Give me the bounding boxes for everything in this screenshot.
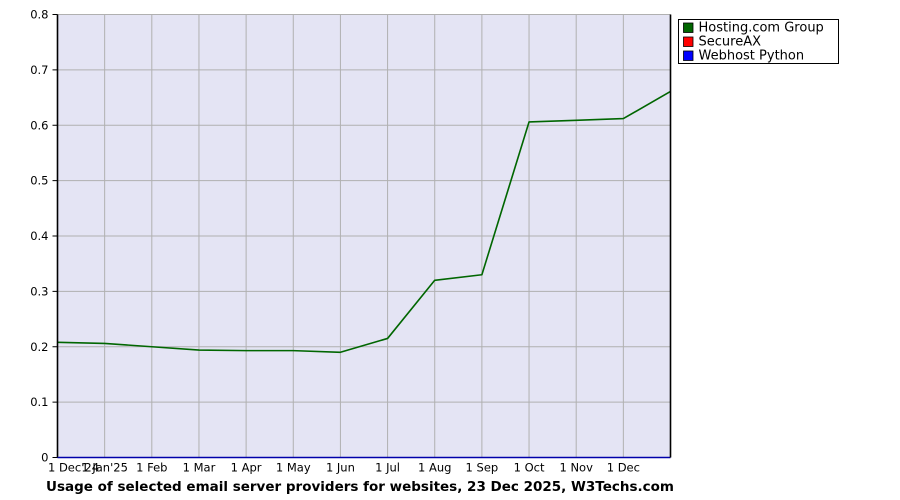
- y-axis-tick-label: 0.5: [30, 174, 48, 188]
- x-axis-tick-label: 1 Mar: [183, 461, 216, 475]
- series-line: [57, 90, 671, 354]
- data-series-lines: [57, 90, 671, 354]
- x-axis-tick-label: 1 Feb: [136, 461, 167, 475]
- x-axis-tick-label: 1 Jul: [375, 461, 400, 475]
- y-axis-tick-label: 0.6: [30, 118, 48, 132]
- y-axis-tick-label: 0.1: [30, 395, 48, 409]
- x-axis-tick-label: 1 May: [276, 461, 311, 475]
- x-axis-tick-label: 1 Apr: [231, 461, 262, 475]
- y-axis-tick-label: 0.8: [30, 8, 48, 22]
- x-axis-tick-label: 1 Sep: [466, 461, 499, 475]
- y-axis-tick-label: 0.2: [30, 340, 48, 354]
- x-axis-tick-label: 1 Jun: [326, 461, 355, 475]
- y-axis-ticks: [52, 14, 58, 458]
- y-axis-tick-label: 0.4: [30, 229, 48, 243]
- legend-label: SecureAX: [699, 35, 762, 50]
- x-axis-tick-label: 1 Aug: [418, 461, 451, 475]
- y-axis-tick-label: 0: [41, 451, 48, 465]
- legend-swatch: [683, 50, 694, 61]
- y-axis-tick-label: 0.7: [30, 63, 48, 77]
- x-axis-tick-label: 1 Dec: [607, 461, 640, 475]
- x-axis-tick-label: 1 Nov: [559, 461, 593, 475]
- horizontal-gridlines: [57, 14, 671, 403]
- x-axis-tick-label: 1 Oct: [514, 461, 545, 475]
- legend-label: Hosting.com Group: [699, 21, 824, 36]
- legend-frame: [678, 19, 839, 64]
- x-axis-tick-label: 1 Dec'24: [48, 461, 99, 475]
- y-axis-tick-labels: 0 0.1 0.2 0.3 0.4 0.5 0.6 0.7 0.8: [30, 8, 48, 465]
- chart-caption: Usage of selected email server providers…: [46, 479, 674, 495]
- x-axis-tick-label: 1 Jan'25: [81, 461, 128, 475]
- vertical-gridlines: [104, 14, 624, 458]
- x-axis-tick-labels: 1 Dec'241 Jan'25 1 Feb 1 Mar 1 Apr 1 May 1 Ju…: [48, 461, 640, 475]
- legend-swatch: [683, 22, 694, 33]
- legend-swatch: [683, 36, 694, 47]
- y-axis-tick-label: 0.3: [30, 284, 48, 298]
- legend-label: Webhost Python: [699, 49, 805, 64]
